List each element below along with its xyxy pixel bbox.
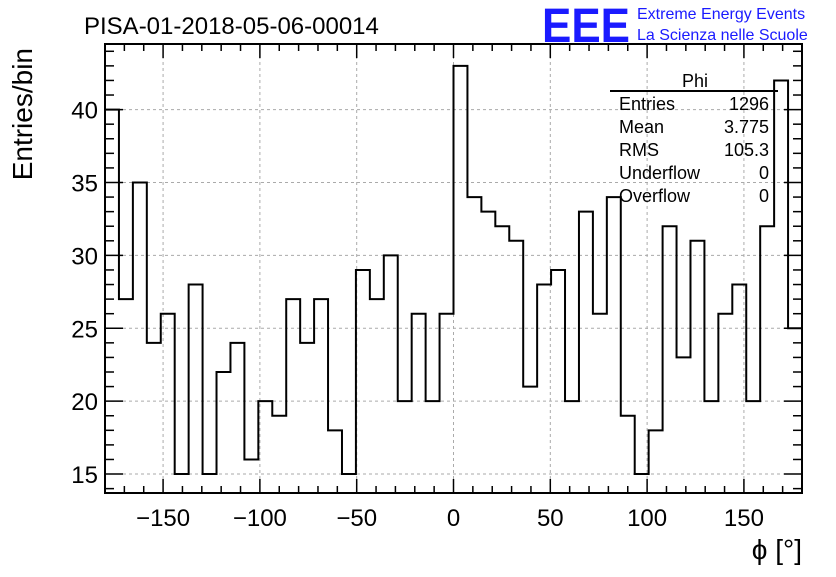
y-tick-label: 20 — [71, 389, 98, 416]
histogram-line — [104, 64, 803, 493]
axis-ticks — [104, 44, 803, 493]
y-tick-label: 25 — [71, 316, 98, 343]
stats-row-value: 3.775 — [724, 117, 769, 137]
eee-logo-line1: Extreme Energy Events — [637, 6, 805, 23]
stats-row-label: Entries — [619, 94, 675, 114]
axis-tick-labels: −150 −100 −50 0 50 100 150 15 20 25 30 35 40 — [71, 98, 764, 532]
stats-row-label: Overflow — [619, 186, 691, 206]
eee-logo-mark: EEE — [542, 0, 630, 53]
eee-logo-line2: La Scienza nelle Scuole — [637, 27, 808, 44]
x-tick-label: −150 — [136, 505, 190, 532]
stats-box-rows: Entries 1296 Mean 3.775 RMS 105.3 Underflow 0 Ov… — [619, 94, 769, 206]
stats-row-value: 0 — [759, 186, 769, 206]
y-tick-label: 40 — [71, 98, 98, 125]
y-axis-label: Entries/bin — [7, 48, 38, 180]
stats-row-label: Underflow — [619, 163, 701, 183]
stats-box-name: Phi — [682, 71, 708, 91]
eee-logo: EEE Extreme Energy Events La Scienza nel… — [542, 0, 808, 53]
x-axis-label: ϕ [°] — [752, 534, 802, 565]
x-tick-label: 100 — [627, 505, 667, 532]
y-tick-label: 15 — [71, 462, 98, 489]
stats-row-value: 1296 — [729, 94, 769, 114]
y-tick-label: 30 — [71, 243, 98, 270]
chart-title: PISA-01-2018-05-06-00014 — [84, 13, 379, 40]
stats-row-label: RMS — [619, 140, 659, 160]
stats-box: Phi Entries 1296 Mean 3.775 RMS 105.3 Underflo… — [610, 71, 778, 206]
stats-row-value: 105.3 — [724, 140, 769, 160]
y-tick-label: 35 — [71, 170, 98, 197]
x-tick-label: 0 — [447, 505, 460, 532]
x-tick-label: 50 — [537, 505, 564, 532]
x-tick-label: 150 — [724, 505, 764, 532]
stats-row-label: Mean — [619, 117, 664, 137]
x-tick-label: −50 — [336, 505, 377, 532]
stats-row-value: 0 — [759, 163, 769, 183]
x-tick-label: −100 — [233, 505, 287, 532]
